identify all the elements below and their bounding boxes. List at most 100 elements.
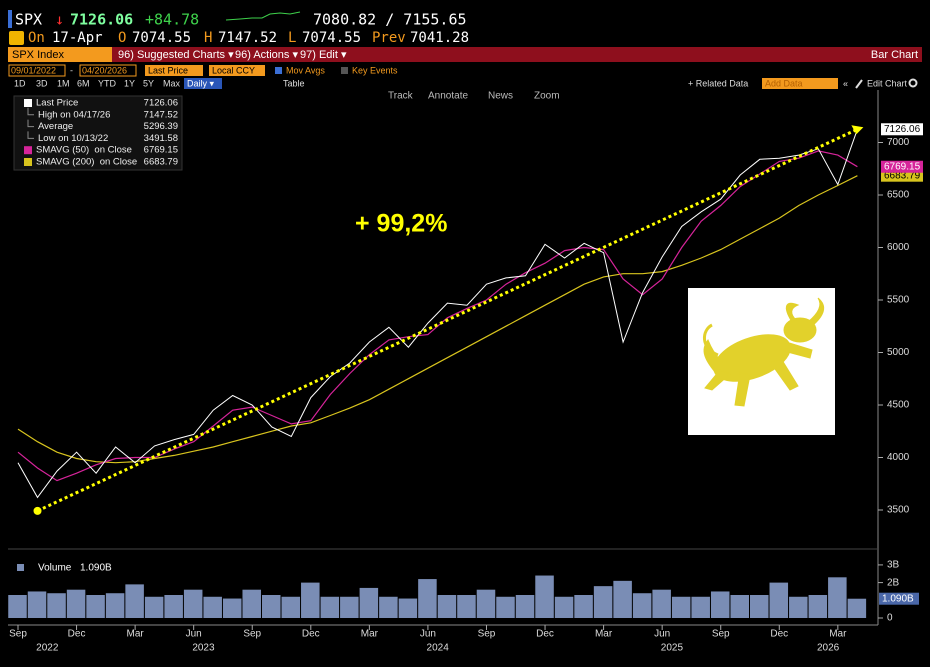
menu[interactable]: 97) Edit ▾: [300, 49, 347, 61]
edit-chart[interactable]: Edit Chart: [867, 78, 908, 88]
volume-bar: [125, 584, 144, 618]
volume-bar: [554, 596, 574, 618]
volume-bar: [320, 596, 340, 618]
quote-field: 7074.55: [302, 30, 361, 46]
collapse[interactable]: «: [843, 78, 848, 88]
volume-bar: [340, 596, 359, 618]
legend-branch: [27, 131, 34, 139]
legend-label: SMAVG (200) on Close: [36, 157, 137, 168]
ticker: SPX: [15, 11, 42, 29]
volume-bar: [398, 598, 418, 618]
menu-bar: [112, 47, 922, 62]
frequency-box[interactable]: [184, 78, 222, 89]
chart-tool[interactable]: Zoom: [534, 91, 560, 102]
option: Key Events: [352, 65, 398, 75]
volume-bar: [262, 594, 281, 618]
quote-field: H: [204, 30, 212, 46]
volume-bar: [652, 589, 671, 618]
legend-value: 6683.79: [144, 157, 178, 168]
period-button[interactable]: 1Y: [124, 78, 135, 88]
currency-box[interactable]: [209, 65, 265, 76]
chart-tool[interactable]: Annotate: [428, 91, 468, 102]
price-tag-box: [881, 160, 923, 173]
legend-swatch: [24, 158, 32, 166]
add-data-box[interactable]: [762, 78, 838, 89]
period-button[interactable]: 3D: [36, 78, 48, 88]
y-tick-label: 5500: [887, 295, 910, 306]
related-data[interactable]: + Related Data: [688, 78, 748, 88]
date-separator: -: [70, 65, 73, 75]
volume-legend-value: 1.090B: [80, 563, 112, 574]
last-price: 7126.06: [70, 11, 133, 29]
chart-tool[interactable]: News: [488, 91, 513, 102]
menu[interactable]: 96) Suggested Charts ▾: [118, 49, 234, 61]
chart-tool[interactable]: Track: [388, 91, 414, 102]
volume-tick-label: 2B: [887, 577, 900, 588]
year-label: 2026: [817, 643, 840, 654]
x-tick-label: Dec: [302, 629, 320, 640]
volume-bar: [8, 594, 27, 618]
volume-bar: [47, 593, 66, 618]
period-button[interactable]: 1D: [14, 78, 26, 88]
price-tag: 6683.79: [884, 170, 921, 181]
trend-arrow: [851, 125, 864, 135]
period-button[interactable]: 5Y: [143, 78, 154, 88]
period-button[interactable]: 6M: [77, 78, 90, 88]
volume-bar: [379, 596, 398, 618]
frequency[interactable]: Daily ▾: [187, 78, 215, 88]
gear-icon[interactable]: [908, 78, 918, 88]
volume-legend: Volume: [38, 563, 72, 574]
volume-bar: [105, 593, 125, 618]
volume-bar: [847, 598, 867, 618]
period-button[interactable]: 1M: [57, 78, 70, 88]
y-tick-label: 6000: [887, 242, 910, 253]
quote-field: 7074.55: [132, 30, 191, 46]
volume-bar: [808, 594, 828, 618]
volume-bar: [203, 596, 222, 618]
volume-bar: [632, 593, 652, 618]
period-button[interactable]: Max: [163, 78, 181, 88]
year-label: 2023: [192, 643, 215, 654]
sparkline: [225, 11, 301, 21]
table-button[interactable]: Table: [283, 78, 305, 88]
price-tag: 6769.15: [884, 161, 921, 172]
date-box[interactable]: [8, 64, 66, 77]
legend-branch: [27, 119, 34, 128]
currency: Local CCY: [212, 65, 255, 75]
year-label: 2022: [36, 643, 59, 654]
x-tick-label: Sep: [478, 629, 496, 640]
volume-bar: [515, 594, 535, 618]
volume-bar: [750, 594, 769, 618]
year-label: 2024: [427, 643, 450, 654]
quote-field: 17-Apr: [52, 30, 103, 46]
field-box[interactable]: [145, 65, 203, 76]
menu[interactable]: 96) Actions ▾: [235, 49, 298, 61]
checkbox[interactable]: [341, 67, 348, 74]
series-line: [17, 129, 858, 499]
x-tick-label: Mar: [361, 629, 379, 640]
volume-bar: [457, 594, 476, 618]
end-date: 04/20/2026: [82, 65, 127, 75]
legend-label: SMAVG (50) on Close: [36, 145, 132, 156]
security-box: [8, 47, 112, 62]
volume-bar: [86, 594, 105, 618]
x-tick-label: Jun: [420, 629, 436, 640]
legend-box: [13, 95, 183, 171]
period-button[interactable]: YTD: [98, 78, 117, 88]
volume-bar: [66, 589, 86, 618]
volume-bar: [691, 596, 710, 618]
y-tick-label: 5000: [887, 347, 910, 358]
date-box[interactable]: [79, 64, 137, 77]
checkbox[interactable]: [275, 67, 282, 74]
volume-tag-box: [879, 592, 919, 605]
volume-bar: [710, 591, 730, 618]
pencil-icon: [855, 79, 863, 89]
volume-bar: [164, 594, 183, 618]
legend-label: High on 04/17/26: [38, 109, 110, 120]
price-tag: 7126.06: [884, 124, 921, 135]
x-tick-label: Sep: [712, 629, 730, 640]
volume-bar: [359, 587, 379, 618]
add-data[interactable]: Add Data: [765, 78, 803, 88]
y-tick-label: 4000: [887, 452, 910, 463]
